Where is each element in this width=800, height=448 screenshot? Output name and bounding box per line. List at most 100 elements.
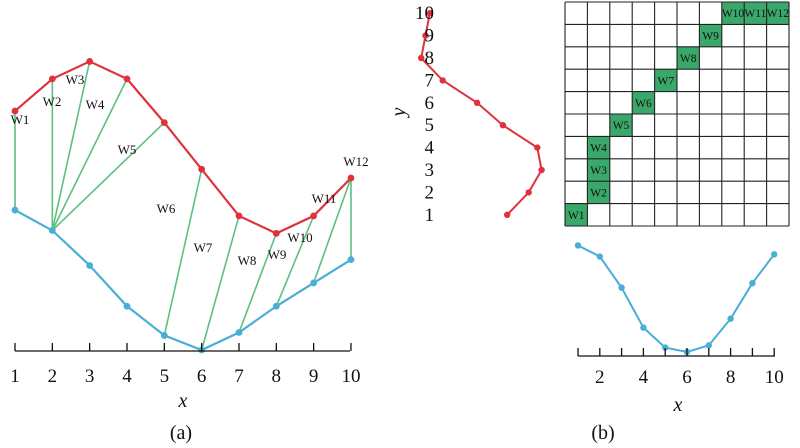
y-series-point-5 — [499, 122, 507, 129]
path-cell-12 — [766, 2, 789, 25]
x-series-point-5 — [662, 344, 669, 351]
y-tick-label-5: 5 — [425, 115, 435, 136]
grid-window-label-12: W12 — [767, 8, 790, 20]
y-series-point-9 — [422, 32, 429, 39]
grid-window-label-11: W11 — [744, 8, 766, 20]
window-label-2: W2 — [43, 94, 62, 109]
window-label-12: W12 — [343, 154, 368, 169]
y-tick-label-8: 8 — [425, 48, 435, 69]
x-tick-label-b-2: 2 — [595, 367, 605, 388]
red-point-series-point-7 — [235, 212, 243, 220]
y-tick-label-9: 9 — [425, 26, 435, 47]
grid-window-label-7: W7 — [657, 75, 674, 87]
window-label-10: W10 — [287, 230, 312, 245]
x-tick-label-a-7: 7 — [234, 366, 244, 387]
y-tick-label-1: 1 — [425, 205, 435, 226]
y-series-point-6 — [473, 99, 481, 107]
y-series-vertical — [418, 10, 545, 218]
y-series-point-10 — [426, 10, 433, 17]
x-series-line — [577, 244, 775, 354]
blue-point-series-point-2 — [48, 227, 56, 234]
path-cell-2 — [587, 181, 610, 204]
grid-window-label-5: W5 — [613, 120, 630, 132]
series-red — [11, 58, 355, 237]
path-cell-1 — [565, 203, 588, 226]
y-series-point-2 — [525, 189, 532, 196]
path-cell-11 — [744, 2, 767, 25]
grid-window-label-2: W2 — [590, 187, 607, 199]
alignment-line-10 — [312, 177, 352, 284]
x-tick-label-b-6: 6 — [682, 367, 692, 388]
grid-window-label-1: W1 — [568, 210, 585, 222]
window-label-11: W11 — [312, 191, 337, 206]
x-series-point-4 — [640, 324, 647, 331]
y-tick-label-6: 6 — [425, 93, 435, 114]
alignment-line-7 — [200, 215, 240, 351]
x-tick-label-a-5: 5 — [160, 366, 170, 387]
blue-point-series-point-10 — [347, 256, 355, 264]
x-tick-label-a-4: 4 — [122, 366, 132, 387]
x-tick-label-b-8: 8 — [726, 367, 736, 388]
red-point-series-point-8 — [272, 230, 280, 237]
red-point-series-point-3 — [86, 58, 94, 65]
y-series-point-4 — [534, 144, 541, 151]
alignment-line-9 — [275, 215, 315, 307]
window-label-1: W1 — [11, 112, 30, 127]
path-cell-3 — [587, 158, 610, 182]
blue-point-series-point-3 — [86, 262, 94, 269]
window-label-9: W9 — [268, 247, 287, 262]
grid-window-label-6: W6 — [635, 98, 652, 110]
x-tick-label-a-1: 1 — [10, 366, 20, 387]
x-tick-label-a-2: 2 — [48, 366, 58, 387]
window-label-3: W3 — [66, 72, 85, 87]
blue-point-series-point-5 — [160, 332, 168, 339]
x-series-point-1 — [574, 242, 582, 249]
window-label-5: W5 — [118, 142, 137, 157]
x-series-point-9 — [749, 279, 756, 287]
x-tick-label-a-8: 8 — [272, 366, 282, 387]
path-cell-5 — [609, 114, 633, 137]
alignment-line-5 — [51, 122, 165, 232]
x-tick-label-a-3: 3 — [85, 366, 95, 387]
blue-point-series-point-7 — [235, 329, 243, 336]
grid-window-label-9: W9 — [702, 31, 719, 43]
grid-window-label-3: W3 — [590, 165, 607, 177]
x-series-point-8 — [727, 315, 734, 322]
y-series-point-1 — [504, 211, 511, 218]
blue-point-series-point-4 — [123, 302, 131, 310]
window-label-8: W8 — [238, 253, 257, 268]
y-tick-label-7: 7 — [425, 70, 435, 91]
x-tick-label-a-6: 6 — [197, 366, 207, 387]
cost-matrix-grid — [564, 1, 790, 227]
alignment-line-3 — [51, 61, 91, 231]
warping-path-cells — [565, 2, 789, 226]
y-tick-label-2: 2 — [425, 182, 435, 203]
x-series-point-2 — [596, 253, 603, 260]
red-point-series-point-10 — [347, 174, 355, 182]
x-axis-title-a: x — [178, 390, 188, 412]
y-tick-label-10: 10 — [415, 3, 434, 24]
series-blue — [11, 206, 355, 354]
blue-point-series-point-1 — [11, 206, 19, 214]
y-series-point-3 — [538, 166, 545, 174]
y-series-line — [420, 13, 543, 216]
x-tick-label-a-10: 10 — [341, 366, 360, 387]
red-point-series-point-2 — [48, 75, 56, 83]
x-axis-b: 2 4 6 8 10 — [577, 348, 784, 388]
x-series-point-10 — [771, 251, 778, 258]
path-cell-7 — [654, 69, 677, 92]
red-point-series-line — [14, 60, 352, 235]
window-label-4: W4 — [86, 97, 105, 112]
x-series-point-3 — [618, 284, 625, 291]
window-label-7: W7 — [194, 240, 213, 255]
path-cell-9 — [699, 24, 722, 47]
red-point-series-point-6 — [198, 165, 206, 173]
grid-window-label-4: W4 — [590, 143, 607, 155]
x-tick-label-b-4: 4 — [639, 367, 649, 388]
y-series-point-7 — [439, 77, 446, 84]
